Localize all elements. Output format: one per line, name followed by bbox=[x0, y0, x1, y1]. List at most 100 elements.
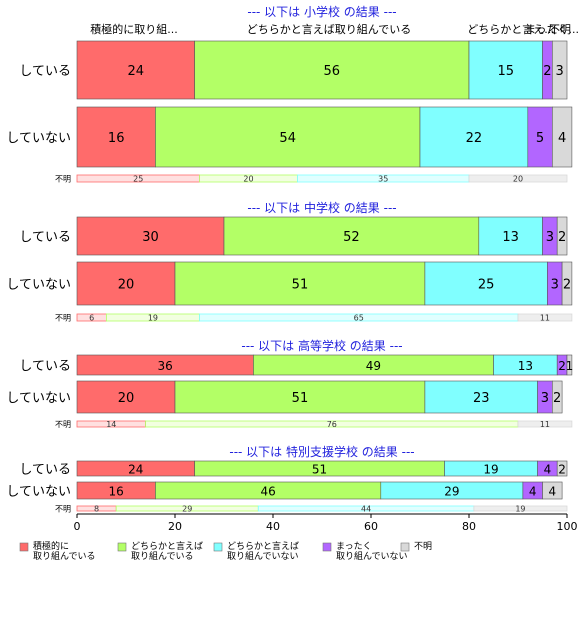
unknown-label: 不明 bbox=[55, 420, 71, 429]
legend-label: どちらかと言えば取り組んでいない bbox=[227, 540, 299, 562]
data-label: 51 bbox=[312, 463, 327, 477]
data-label: 24 bbox=[128, 64, 145, 79]
bar-segment bbox=[424, 380, 538, 414]
unknown-data-label: 20 bbox=[243, 175, 253, 184]
top-label: どちらかと言え... bbox=[467, 23, 555, 36]
data-label: 46 bbox=[260, 485, 275, 499]
bar-segment bbox=[556, 460, 568, 477]
data-label: 24 bbox=[128, 463, 143, 477]
legend-swatch bbox=[400, 542, 410, 552]
data-label: 4 bbox=[544, 463, 552, 477]
x-tick-label: 40 bbox=[266, 520, 280, 533]
x-tick-label: 20 bbox=[168, 520, 182, 533]
legend-label: まったく取り組んでいない bbox=[336, 541, 408, 562]
data-label: 4 bbox=[558, 131, 566, 146]
row-label: している bbox=[19, 230, 71, 245]
unknown-data-label: 25 bbox=[133, 175, 143, 184]
unknown-data-label: 35 bbox=[378, 175, 388, 184]
unknown-data-label: 6 bbox=[89, 314, 94, 323]
data-label: 5 bbox=[536, 131, 544, 146]
unknown-data-label: 14 bbox=[106, 420, 116, 429]
data-label: 52 bbox=[343, 230, 360, 245]
data-label: 2 bbox=[558, 359, 566, 373]
unknown-data-label: 76 bbox=[327, 420, 337, 429]
bar-segment bbox=[556, 216, 568, 256]
data-label: 49 bbox=[366, 359, 381, 373]
unknown-segment bbox=[473, 505, 568, 512]
unknown-data-label: 11 bbox=[540, 314, 550, 323]
bar-segment bbox=[468, 40, 543, 100]
data-label: 2 bbox=[563, 278, 571, 293]
x-tick-label: 0 bbox=[74, 520, 81, 533]
top-label: どちらかと言えば取り組んでいる bbox=[247, 23, 411, 36]
unknown-segment bbox=[468, 174, 568, 183]
bar-segment bbox=[76, 216, 225, 256]
unknown-data-label: 19 bbox=[148, 314, 158, 323]
unknown-data-label: 65 bbox=[354, 314, 364, 323]
row-label: している bbox=[19, 463, 71, 478]
group-title: --- 以下は 小学校 の結果 --- bbox=[247, 4, 396, 19]
unknown-data-label: 20 bbox=[513, 175, 523, 184]
bar-segment bbox=[551, 106, 573, 168]
unknown-label: 不明 bbox=[55, 175, 71, 184]
legend-label: どちらかと言えば取り組んでいる bbox=[131, 540, 203, 562]
bar-segment bbox=[76, 380, 176, 414]
legend-swatch bbox=[213, 542, 223, 552]
bar-segment bbox=[561, 261, 573, 306]
bar-segment bbox=[566, 354, 573, 376]
data-label: 29 bbox=[444, 485, 459, 499]
row-label: していない bbox=[6, 391, 71, 406]
data-label: 3 bbox=[551, 278, 559, 293]
unknown-data-label: 11 bbox=[540, 420, 550, 429]
data-label: 13 bbox=[502, 230, 519, 245]
legend-label: 不明 bbox=[414, 541, 432, 552]
data-label: 3 bbox=[556, 64, 564, 79]
bar-segment bbox=[542, 481, 563, 500]
top-label: 不明 bbox=[549, 23, 571, 36]
row-label: している bbox=[19, 359, 71, 374]
data-label: 4 bbox=[529, 485, 537, 499]
legend-label: 積極的に取り組んでいる bbox=[33, 540, 96, 562]
data-label: 3 bbox=[546, 230, 554, 245]
data-label: 20 bbox=[118, 278, 135, 293]
data-label: 15 bbox=[497, 64, 514, 79]
bar-segment bbox=[174, 380, 426, 414]
data-label: 51 bbox=[292, 391, 309, 406]
unknown-data-label: 44 bbox=[361, 505, 371, 514]
bar-segment bbox=[551, 40, 568, 100]
data-label: 51 bbox=[292, 278, 309, 293]
data-label: 30 bbox=[142, 230, 159, 245]
data-label: 13 bbox=[518, 359, 533, 373]
data-label: 2 bbox=[553, 391, 561, 406]
group-title: --- 以下は 中学校 の結果 --- bbox=[247, 200, 396, 215]
row-label: していない bbox=[6, 131, 71, 146]
data-label: 4 bbox=[548, 485, 556, 499]
data-label: 36 bbox=[158, 359, 173, 373]
data-label: 2 bbox=[558, 230, 566, 245]
bar-segment bbox=[76, 261, 176, 306]
unknown-data-label: 19 bbox=[515, 505, 525, 514]
legend-swatch bbox=[322, 542, 332, 552]
group-title: --- 以下は 特別支援学校 の結果 --- bbox=[229, 444, 414, 459]
x-tick-label: 80 bbox=[462, 520, 476, 533]
unknown-label: 不明 bbox=[55, 505, 71, 514]
unknown-segment bbox=[517, 420, 573, 428]
data-label: 2 bbox=[543, 64, 551, 79]
bar-segment bbox=[551, 380, 563, 414]
top-label: 積極的に取り組... bbox=[90, 22, 178, 36]
bar-segment bbox=[174, 261, 426, 306]
data-label: 19 bbox=[483, 463, 498, 477]
unknown-label: 不明 bbox=[55, 314, 71, 323]
data-label: 16 bbox=[108, 131, 125, 146]
unknown-data-label: 29 bbox=[182, 505, 192, 514]
bar-segment bbox=[527, 106, 553, 168]
data-label: 54 bbox=[279, 131, 296, 146]
data-label: 1 bbox=[566, 359, 574, 373]
data-label: 25 bbox=[478, 278, 495, 293]
legend-swatch bbox=[19, 542, 29, 552]
bar-segment bbox=[424, 261, 548, 306]
legend-swatch bbox=[117, 542, 127, 552]
row-label: していない bbox=[6, 485, 71, 500]
data-label: 22 bbox=[466, 131, 483, 146]
